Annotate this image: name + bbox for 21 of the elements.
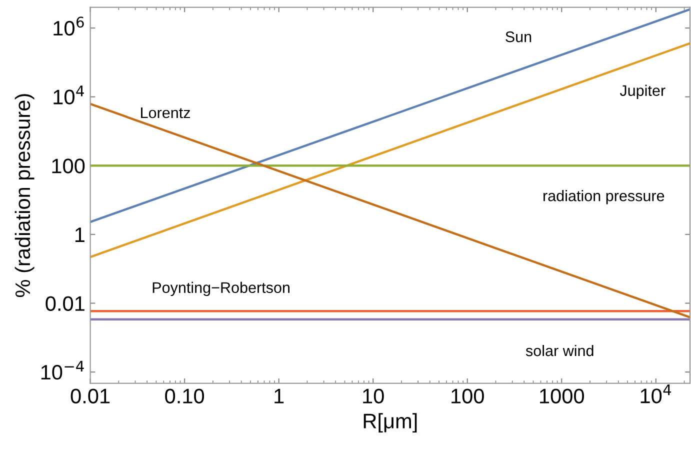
y-tick-label: 10$^{−4}$	[41, 360, 84, 380]
y-tick-label: 100	[52, 158, 85, 174]
series-label: Jupiter	[620, 84, 666, 100]
x-tick-label: 1000	[540, 388, 584, 404]
series-label: solar wind	[526, 344, 594, 356]
y-tick-label: 0.01	[46, 296, 84, 311]
series-label: radiation pressure	[544, 190, 664, 204]
x-axis-title: R[μm]	[364, 413, 417, 433]
x-tick-label: 0.01	[70, 388, 110, 404]
x-tick-label: 1	[274, 388, 284, 404]
x-tick-label: 0.10	[165, 388, 204, 404]
y-axis-title: % (radiation pressure)	[14, 94, 34, 298]
x-tick-label: 100	[452, 388, 484, 404]
series-label: Lorentz	[141, 108, 190, 118]
series-label: Sun	[506, 31, 532, 42]
y-tick-label: 10$^{4}$	[54, 86, 84, 104]
x-tick-label: 10	[363, 388, 384, 404]
x-tick-label: 10$^{4}$	[640, 384, 672, 404]
series-label: Poynting−Robertson	[152, 282, 290, 296]
y-tick-label: 10$^{6}$	[54, 16, 84, 36]
y-tick-label: 1	[75, 228, 84, 242]
